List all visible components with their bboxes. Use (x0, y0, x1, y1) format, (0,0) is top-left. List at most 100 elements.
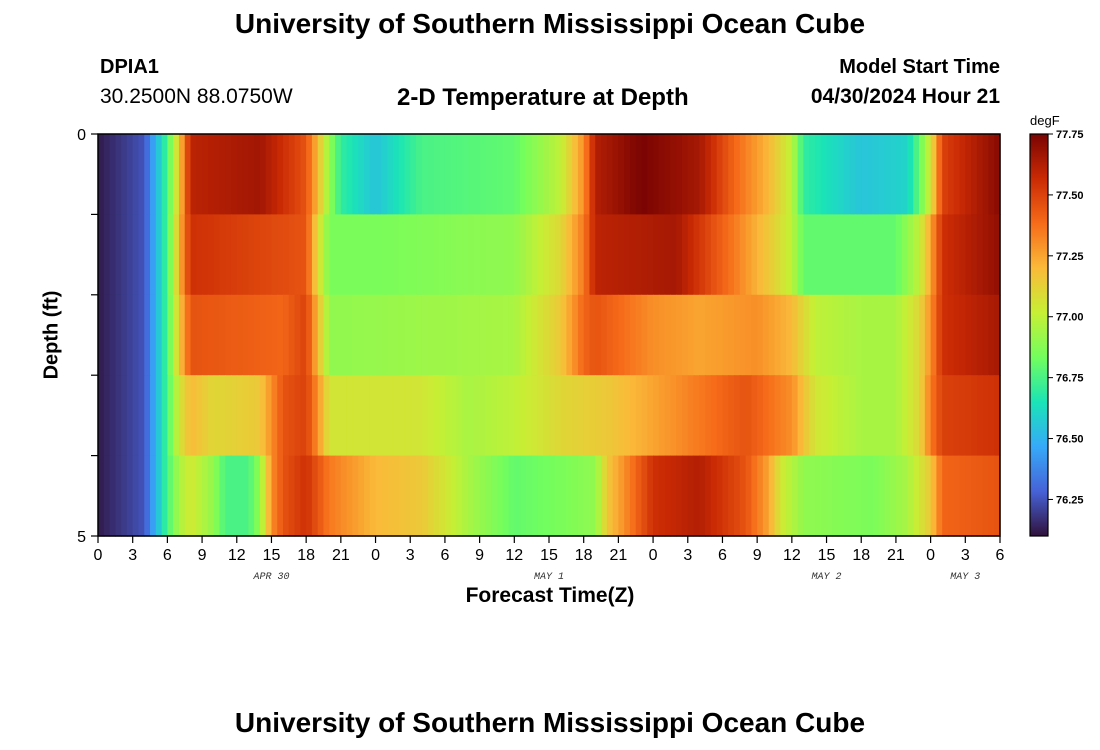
heatmap-cell (404, 455, 411, 537)
heatmap-cell (976, 375, 984, 457)
heatmap-cell (965, 214, 972, 296)
heatmap-cell (566, 294, 573, 376)
heatmap-cell (878, 214, 885, 296)
heatmap-cell (485, 214, 492, 296)
heatmap-cell (861, 375, 868, 457)
colorbar-gradient (1029, 133, 1049, 537)
heatmap-cell (861, 134, 868, 215)
heatmap-cell (994, 134, 1001, 215)
heatmap-cell (647, 214, 654, 296)
heatmap-cell (103, 375, 111, 457)
heatmap-cell (248, 294, 255, 376)
heatmap-cell (595, 375, 602, 457)
heatmap-cell (531, 375, 539, 457)
heatmap-cell (849, 294, 857, 376)
heatmap-cell (705, 294, 712, 376)
heatmap-cell (791, 214, 799, 296)
heatmap-cell (641, 214, 648, 296)
heatmap-cell (953, 214, 961, 296)
heatmap-cell (774, 375, 781, 457)
heatmap-cell (98, 134, 105, 215)
heatmap-cell (907, 375, 914, 457)
heatmap-cell (936, 294, 943, 376)
heatmap-cell (861, 214, 868, 296)
heatmap-cell (468, 455, 475, 537)
heatmap-cell (670, 455, 677, 537)
heatmap-cell (757, 375, 764, 457)
heatmap-cell (826, 134, 833, 215)
heatmap-cell (416, 214, 423, 296)
colorbar: 77.75 77.50 77.25 77.00 76.75 76.50 76.25 (1029, 129, 1084, 537)
heatmap-cell (861, 455, 868, 537)
heatmap-cell (150, 294, 157, 376)
heatmap-cell (525, 214, 533, 296)
heatmap-cell (612, 375, 619, 457)
heatmap-cell (213, 134, 221, 215)
heatmap-cell (988, 294, 995, 376)
heatmap-cell (479, 375, 486, 457)
heatmap-cell (693, 455, 700, 537)
heatmap-cell (508, 294, 515, 376)
heatmap-cell (462, 294, 469, 376)
heatmap-cell (658, 214, 666, 296)
heatmap-cell (629, 134, 637, 215)
heatmap-cell (271, 455, 278, 537)
heatmap-cell (826, 455, 833, 537)
heatmap-cell (751, 294, 758, 376)
heatmap-cell (502, 375, 510, 457)
heatmap-cell (138, 294, 145, 376)
heatmap-cell (676, 294, 683, 376)
heatmap-cell (265, 455, 273, 537)
heatmap-cell (196, 214, 203, 296)
footer-title: University of Southern Mississippi Ocean… (234, 707, 866, 738)
heatmap-cell (872, 214, 880, 296)
heatmap-cell (757, 134, 764, 215)
heatmap-cell (335, 214, 342, 296)
heatmap-cell (450, 375, 458, 457)
heatmap-cell (595, 294, 602, 376)
heatmap-cell (664, 134, 672, 215)
heatmap-cell (283, 455, 290, 537)
heatmap-cell (849, 375, 857, 457)
heatmap-cell (167, 294, 174, 376)
heatmap-cell (797, 375, 805, 457)
heatmap-cell (242, 214, 249, 296)
heatmap-cell (618, 375, 625, 457)
heatmap-cell (479, 294, 486, 376)
heatmap-cell (895, 134, 903, 215)
heatmap-cell (259, 134, 267, 215)
heatmap-cell (895, 455, 903, 537)
heatmap-cell (508, 214, 515, 296)
heatmap-cell (132, 294, 140, 376)
heatmap-cell (225, 214, 232, 296)
heatmap-cell (311, 375, 319, 457)
x-tick-label: 3 (961, 547, 970, 564)
heatmap-cell (577, 214, 585, 296)
heatmap-cell (843, 375, 851, 457)
heatmap-cell (375, 375, 382, 457)
heatmap-cell (849, 214, 857, 296)
heatmap-cell (537, 375, 544, 457)
heatmap-cell (479, 134, 486, 215)
heatmap-cell (150, 134, 157, 215)
heatmap-cell (404, 134, 411, 215)
heatmap-cell (560, 375, 567, 457)
heatmap-cell (768, 375, 776, 457)
heatmap-cell (739, 294, 747, 376)
heatmap-cell (566, 214, 573, 296)
heatmap-cell (618, 214, 625, 296)
heatmap-cell (433, 214, 440, 296)
heatmap-cell (635, 294, 643, 376)
heatmap-cell (884, 375, 891, 457)
heatmap-cell (653, 214, 660, 296)
heatmap-cell (635, 375, 643, 457)
heatmap-cell (791, 134, 799, 215)
heatmap-cell (491, 134, 498, 215)
heatmap-cell (109, 455, 116, 537)
heatmap-cell (98, 375, 105, 457)
colorbar-tick-label: 77.00 (1056, 312, 1084, 324)
heatmap-cell (843, 455, 851, 537)
x-tick-label: 21 (332, 547, 350, 564)
heatmap-cell (971, 455, 978, 537)
heatmap-cell (676, 134, 683, 215)
